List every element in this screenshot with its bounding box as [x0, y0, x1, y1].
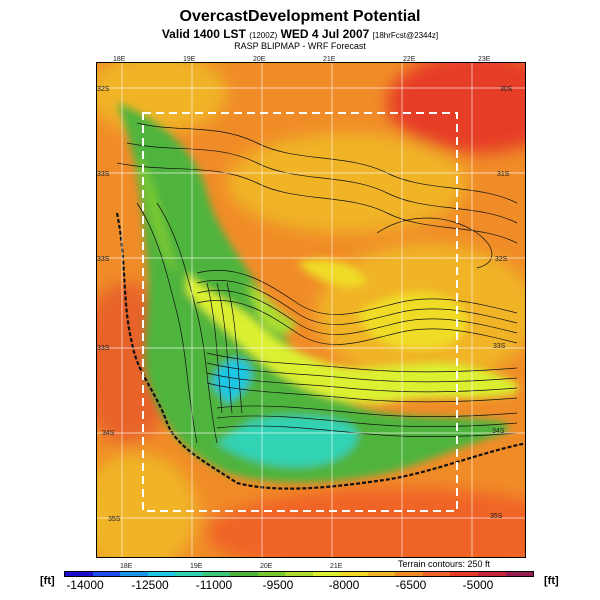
lat-label-left-3: 33S — [97, 256, 110, 263]
terrain-contour-note: Terrain contours: 250 ft — [398, 559, 491, 569]
colorbar — [64, 571, 534, 577]
valid-time-utc: (1200Z) — [249, 31, 278, 40]
lon-label-top-1: 18E — [113, 56, 126, 63]
colorbar-unit-left: [ft] — [40, 575, 55, 587]
lat-label-right-2: 31S — [497, 171, 510, 178]
colorbar-swatch — [340, 572, 368, 576]
forecast-hour: [18hrFcst@2344z] — [372, 31, 439, 40]
lon-label-bottom-4: 21E — [330, 563, 343, 570]
lon-label-top-6: 23E — [478, 56, 491, 63]
valid-time-main: Valid 1400 LST — [161, 27, 246, 41]
valid-time-line: Valid 1400 LST (1200Z) WED 4 Jul 2007 [1… — [0, 27, 600, 41]
lon-label-bottom-2: 19E — [190, 563, 203, 570]
colorbar-swatch — [505, 572, 534, 576]
colorbar-tick-3: -11000 — [195, 578, 233, 592]
lon-label-bottom-1: 18E — [120, 563, 133, 570]
lon-label-top-2: 19E — [183, 56, 196, 63]
lon-label-bottom-3: 20E — [260, 563, 273, 570]
lat-label-right-5: 34S — [492, 428, 505, 435]
colorbar-swatch — [285, 572, 313, 576]
coastline — [115, 212, 525, 490]
colorbar-tick-5: -8000 — [328, 578, 360, 592]
lat-label-left-2: 33S — [97, 171, 110, 178]
map-canvas — [97, 63, 525, 557]
forecast-map[interactable] — [96, 62, 526, 558]
colorbar-swatch — [257, 572, 286, 576]
lat-label-left-4: 33S — [97, 345, 110, 352]
map-title: OvercastDevelopment Potential — [179, 8, 421, 25]
colorbar-swatch — [230, 572, 258, 576]
inner-domain-box — [142, 112, 458, 512]
lat-label-right-4: 33S — [493, 343, 506, 350]
colorbar-swatch — [120, 572, 148, 576]
valid-date: WED 4 Jul 2007 — [280, 27, 370, 41]
colorbar-unit-right: [ft] — [544, 575, 559, 587]
colorbar-swatch — [65, 572, 93, 576]
colorbar-swatch — [422, 572, 451, 576]
lat-label-right-1: 30S — [500, 86, 513, 93]
colorbar-tick-6: -6500 — [395, 578, 427, 592]
colorbar-tick-2: -12500 — [131, 578, 169, 592]
lat-label-left-6: 35S — [108, 516, 121, 523]
colorbar-swatch — [147, 572, 176, 576]
colorbar-swatch — [202, 572, 231, 576]
colorbar-swatch — [395, 572, 423, 576]
map-subtitle: RASP BLIPMAP - WRF Forecast — [234, 41, 366, 51]
colorbar-swatch — [477, 572, 506, 576]
colorbar-swatch — [92, 572, 121, 576]
colorbar-swatch — [450, 572, 478, 576]
colorbar-swatch — [312, 572, 341, 576]
lat-label-right-6: 35S — [490, 513, 503, 520]
lat-label-left-5: 34S — [102, 430, 115, 437]
colorbar-swatch — [367, 572, 396, 576]
colorbar-tick-1: -14000 — [66, 578, 104, 592]
lon-label-top-3: 20E — [253, 56, 266, 63]
colorbar-tick-4: -9500 — [262, 578, 294, 592]
colorbar-swatch — [175, 572, 203, 576]
lat-label-right-3: 32S — [495, 256, 508, 263]
colorbar-tick-7: -5000 — [462, 578, 494, 592]
lat-label-left-1: 32S — [97, 86, 110, 93]
grid-lines — [97, 63, 525, 557]
lon-label-top-5: 22E — [403, 56, 416, 63]
lon-label-top-4: 21E — [323, 56, 336, 63]
